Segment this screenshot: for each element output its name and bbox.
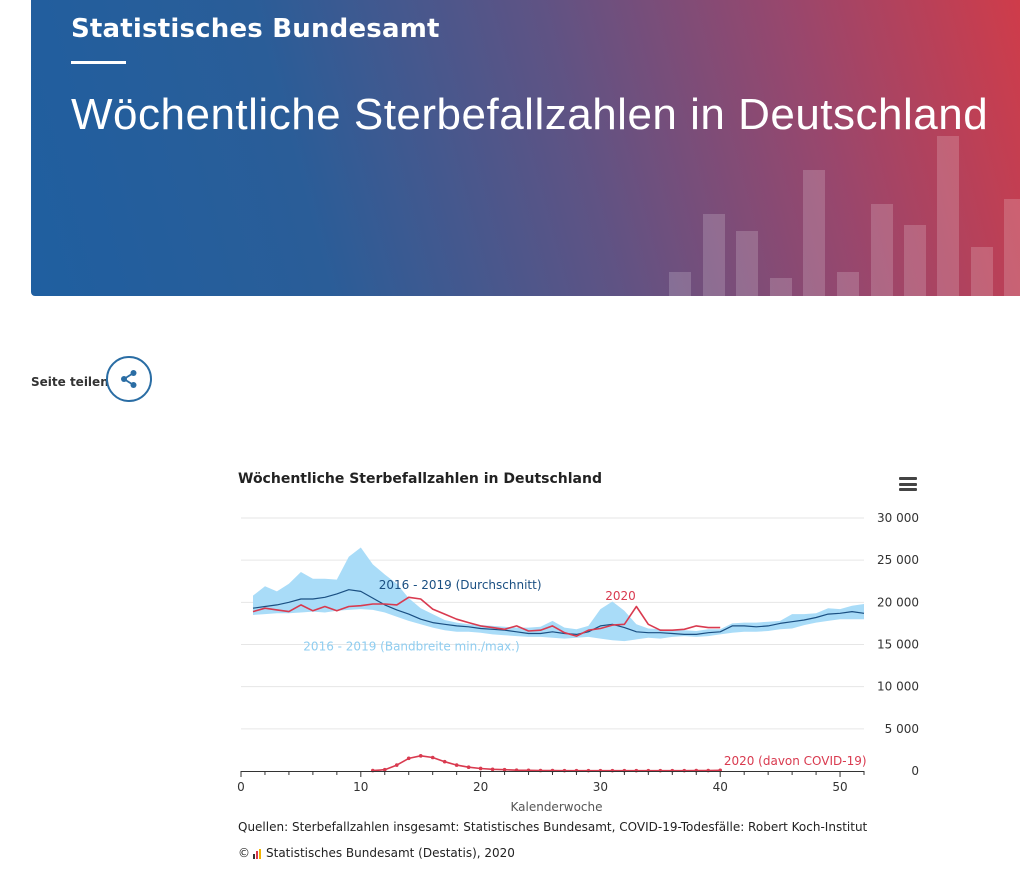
- series-annotation: 2016 - 2019 (Durchschnitt): [379, 578, 542, 592]
- x-axis-title: Kalenderwoche: [510, 800, 602, 814]
- x-tick-label: 10: [353, 780, 368, 794]
- chart-container: Wöchentliche Sterbefallzahlen in Deutsch…: [237, 460, 927, 865]
- band-area-2016-2019: [253, 547, 864, 642]
- series-annotation: 2020 (davon COVID-19): [724, 754, 867, 768]
- covid-point: [442, 759, 447, 764]
- x-tick-label: 20: [473, 780, 488, 794]
- x-tick-label: 30: [593, 780, 608, 794]
- chart-title: Wöchentliche Sterbefallzahlen in Deutsch…: [238, 471, 602, 487]
- covid-point: [490, 767, 495, 772]
- y-tick-label: 0: [911, 764, 919, 778]
- share-label: Seite teilen: [31, 375, 109, 389]
- covid-point: [454, 763, 459, 767]
- covid-point: [478, 766, 483, 771]
- brand-divider: [71, 61, 126, 64]
- series-line-1: [252, 596, 721, 637]
- y-tick-label: 25 000: [877, 553, 919, 567]
- x-tick-label: 40: [713, 780, 728, 794]
- series-line-0: [252, 589, 865, 635]
- share-section: Seite teilen: [31, 356, 152, 408]
- y-tick-label: 10 000: [877, 680, 919, 694]
- copyright-symbol: ©: [238, 846, 250, 860]
- y-tick-label: 5 000: [885, 722, 919, 736]
- y-tick-label: 20 000: [877, 595, 919, 609]
- chart-menu-icon[interactable]: [899, 477, 917, 491]
- covid-point: [430, 755, 435, 760]
- hero-banner: Statistisches Bundesamt Wöchentliche Ste…: [31, 0, 1020, 296]
- chart-copyright: © Statistisches Bundesamt (Destatis), 20…: [238, 846, 515, 860]
- x-tick-label: 50: [832, 780, 847, 794]
- series-annotation: 2016 - 2019 (Bandbreite min./max.): [303, 639, 519, 653]
- y-tick-label: 15 000: [877, 638, 919, 652]
- covid-point: [394, 763, 399, 767]
- brand-name[interactable]: Statistisches Bundesamt: [71, 14, 440, 44]
- series-annotation: 2020: [605, 589, 636, 603]
- destatis-logo-icon: [253, 848, 263, 859]
- covid-point: [418, 754, 423, 758]
- y-tick-label: 30 000: [877, 511, 919, 525]
- covid-point: [502, 767, 507, 772]
- covid-point: [406, 756, 411, 761]
- copyright-text: Statistisches Bundesamt (Destatis), 2020: [266, 846, 515, 860]
- chart-plot: 0 5 000 10 000 15 000 20 000 25 000 30 000 0 10 2…: [237, 511, 919, 814]
- page-title: Wöchentliche Sterbefallzahlen in Deutsch…: [71, 90, 989, 139]
- share-icon: [121, 370, 137, 388]
- share-button[interactable]: [106, 356, 152, 402]
- series-line-2: [372, 755, 721, 772]
- chart-source: Quellen: Sterbefallzahlen insgesamt: Sta…: [238, 820, 868, 834]
- x-tick-label: 0: [237, 780, 245, 794]
- covid-point: [382, 767, 387, 772]
- covid-point: [466, 765, 471, 770]
- decorative-bars: [669, 136, 1020, 296]
